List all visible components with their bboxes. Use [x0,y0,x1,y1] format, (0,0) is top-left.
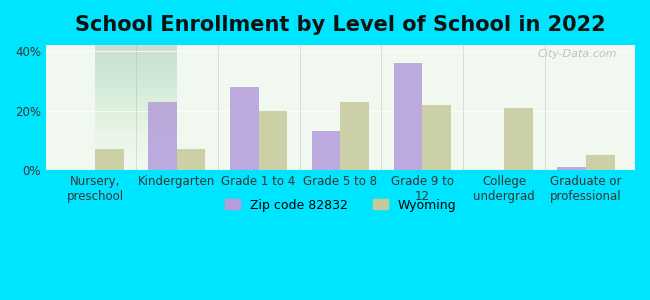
Bar [312,131,341,170]
Title: School Enrollment by Level of School in 2022: School Enrollment by Level of School in … [75,15,606,35]
Bar [341,102,369,170]
Bar [504,108,533,170]
Bar [95,149,124,170]
Bar [394,63,422,170]
Bar [586,155,614,170]
Bar [557,167,586,170]
Text: City-Data.com: City-Data.com [538,49,618,58]
Legend: Zip code 82832, Wyoming: Zip code 82832, Wyoming [220,194,462,217]
Bar [148,102,177,170]
Bar [177,149,205,170]
Bar [230,87,259,170]
Bar [259,110,287,170]
Bar [422,105,451,170]
